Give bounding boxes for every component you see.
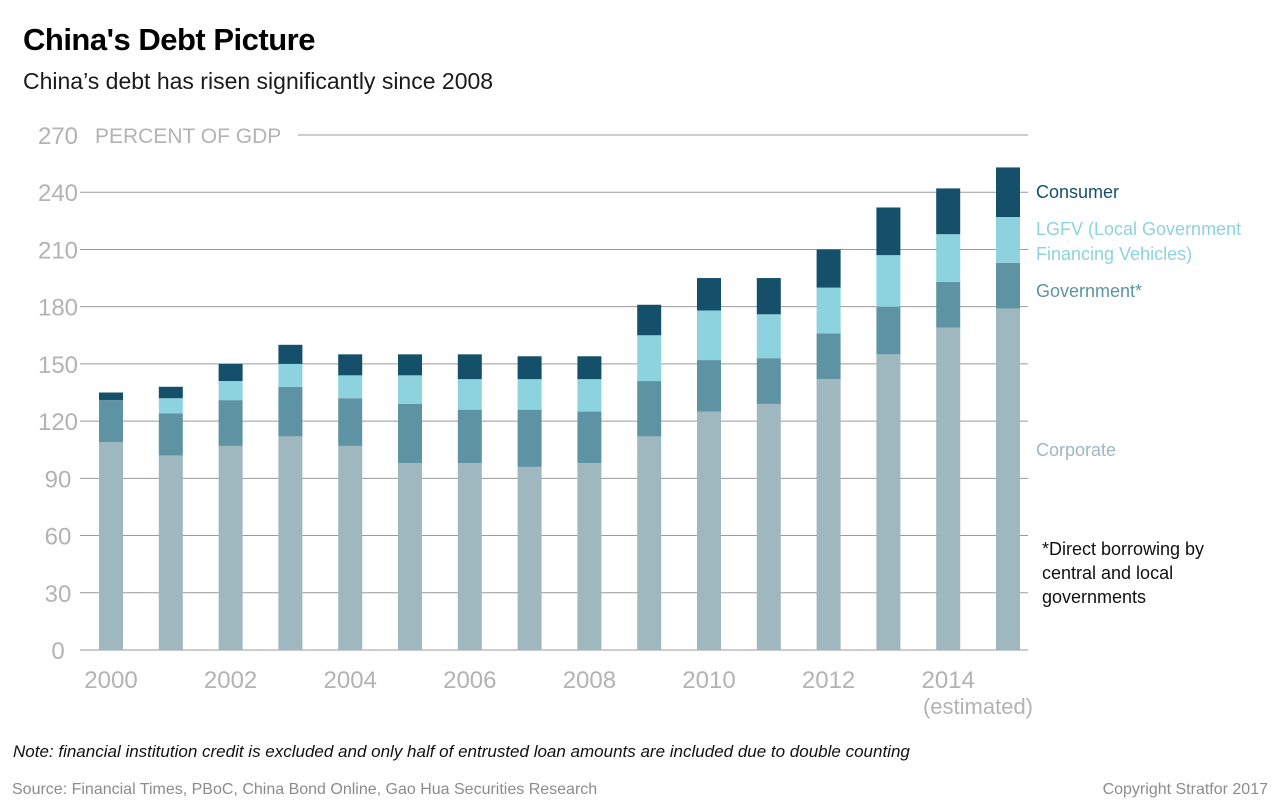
x-tick-label: 2006	[443, 667, 496, 694]
bar-segment-government	[278, 386, 303, 437]
bar-segment-government	[816, 333, 841, 380]
bar-segment-lgfv	[278, 363, 303, 387]
legend-item-lgfv: LGFV (Local Government	[1036, 219, 1241, 239]
bar-segment-consumer	[99, 392, 123, 401]
chart-title: China's Debt Picture	[23, 22, 315, 57]
bar-segment-corporate	[398, 463, 422, 650]
bar-segment-lgfv	[158, 398, 183, 414]
bar-segment-government	[876, 306, 901, 355]
bar-segment-consumer	[158, 386, 183, 399]
y-tick-label: 90	[45, 466, 72, 493]
bar-segment-government	[996, 262, 1020, 309]
bar-segment-government	[218, 400, 243, 446]
legend: Consumer LGFV (Local Government Financing …	[1036, 182, 1241, 460]
bars	[99, 167, 1020, 650]
y-tick-label: 120	[38, 409, 78, 436]
bar-segment-corporate	[99, 442, 123, 650]
bar-segment-government	[936, 281, 961, 328]
bar-segment-lgfv	[936, 234, 961, 282]
government-footnote: *Direct borrowing by central and local g…	[1042, 539, 1205, 607]
bar-segment-consumer	[278, 344, 303, 364]
x-tick-label: 2000	[84, 667, 137, 694]
bar-segment-consumer	[876, 207, 901, 256]
y-tick-labels: 0 30 60 90 120 150 180 210 240 270 PERCENT OF GDP	[38, 123, 281, 665]
bar-segment-corporate	[996, 308, 1020, 650]
bar-segment-lgfv	[637, 335, 662, 382]
bar-segment-lgfv	[517, 379, 542, 410]
x-tick-label: 2004	[324, 667, 377, 694]
bar-segment-government	[398, 403, 422, 464]
x-tick-label: 2010	[682, 667, 735, 694]
bar-segment-consumer	[338, 354, 363, 376]
y-tick-label: 0	[51, 638, 64, 665]
bar-segment-lgfv	[996, 217, 1020, 263]
bar-segment-corporate	[218, 445, 243, 650]
bar-segment-government	[756, 358, 781, 404]
y-tick-label: 180	[38, 295, 78, 322]
bar-segment-consumer	[517, 356, 542, 380]
bar-segment-government	[577, 411, 602, 464]
bar-segment-corporate	[936, 327, 961, 650]
bar-segment-consumer	[577, 356, 602, 380]
bar-segment-lgfv	[398, 375, 422, 404]
bar-segment-corporate	[457, 463, 482, 650]
bar-segment-lgfv	[816, 287, 841, 334]
bar-segment-corporate	[637, 436, 662, 650]
bar-segment-consumer	[996, 167, 1020, 218]
y-tick-label: 30	[45, 581, 72, 608]
y-tick-label: 270	[38, 123, 78, 150]
bar-segment-government	[457, 409, 482, 464]
bar-segment-lgfv	[218, 381, 243, 401]
legend-item-corporate: Corporate	[1036, 440, 1116, 460]
bar-segment-lgfv	[756, 314, 781, 359]
legend-item-lgfv: Financing Vehicles)	[1036, 244, 1192, 264]
bar-segment-corporate	[577, 463, 602, 650]
bar-segment-corporate	[756, 403, 781, 650]
x-tick-label: 2014	[922, 667, 975, 694]
source-text: Source: Financial Times, PBoC, China Bon…	[12, 781, 598, 798]
bar-segment-government	[338, 398, 363, 446]
y-tick-label: 60	[45, 524, 72, 551]
bar-segment-consumer	[457, 354, 482, 380]
bar-segment-corporate	[697, 411, 721, 650]
bar-segment-consumer	[398, 354, 422, 376]
bar-segment-consumer	[816, 249, 841, 288]
y-axis-label: PERCENT OF GDP	[95, 125, 281, 148]
bar-segment-consumer	[936, 188, 961, 235]
y-tick-label: 240	[38, 180, 78, 207]
chart-subtitle: China’s debt has risen significantly sin…	[23, 68, 494, 94]
bar-segment-corporate	[278, 436, 303, 650]
estimated-label: (estimated)	[923, 694, 1033, 719]
bar-segment-consumer	[637, 304, 662, 336]
bar-segment-corporate	[338, 445, 363, 650]
y-tick-label: 150	[38, 352, 78, 379]
bar-segment-corporate	[816, 379, 841, 650]
x-tick-label: 2008	[563, 667, 616, 694]
bar-segment-government	[99, 400, 123, 443]
y-tick-label: 210	[38, 237, 78, 264]
bar-segment-lgfv	[697, 310, 721, 361]
bar-segment-corporate	[517, 466, 542, 650]
x-tick-label: 2012	[802, 667, 855, 694]
bar-segment-corporate	[158, 455, 183, 650]
x-tick-label: 2002	[204, 667, 257, 694]
bar-segment-consumer	[218, 363, 243, 382]
copyright-text: Copyright Stratfor 2017	[1102, 781, 1268, 798]
bar-segment-government	[637, 381, 662, 437]
x-tick-labels: 2000 2002 2004 2006 2008 2010 2012 2014(estimat…	[84, 667, 1033, 719]
note-text: Note: financial institution credit is ex…	[13, 742, 910, 761]
bar-segment-government	[517, 409, 542, 467]
bar-segment-consumer	[756, 278, 781, 315]
bar-segment-lgfv	[457, 379, 482, 410]
legend-item-government: Government*	[1036, 281, 1142, 301]
bar-segment-lgfv	[577, 379, 602, 412]
bar-segment-lgfv	[338, 375, 363, 399]
bar-segment-government	[697, 360, 721, 412]
bar-segment-lgfv	[876, 255, 901, 307]
bar-segment-consumer	[697, 278, 721, 311]
bar-segment-government	[158, 413, 183, 456]
bar-segment-corporate	[876, 354, 901, 650]
legend-item-consumer: Consumer	[1036, 182, 1119, 202]
